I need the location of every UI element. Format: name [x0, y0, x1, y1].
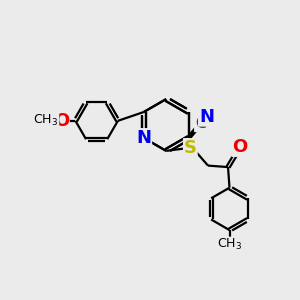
Text: CH$_3$: CH$_3$ [217, 237, 242, 252]
Text: N: N [199, 108, 214, 126]
Text: CH$_3$: CH$_3$ [33, 113, 58, 128]
Text: O: O [232, 138, 248, 156]
Text: S: S [184, 139, 197, 157]
Text: N: N [136, 129, 151, 147]
Text: C: C [195, 116, 206, 131]
Text: O: O [54, 112, 69, 130]
